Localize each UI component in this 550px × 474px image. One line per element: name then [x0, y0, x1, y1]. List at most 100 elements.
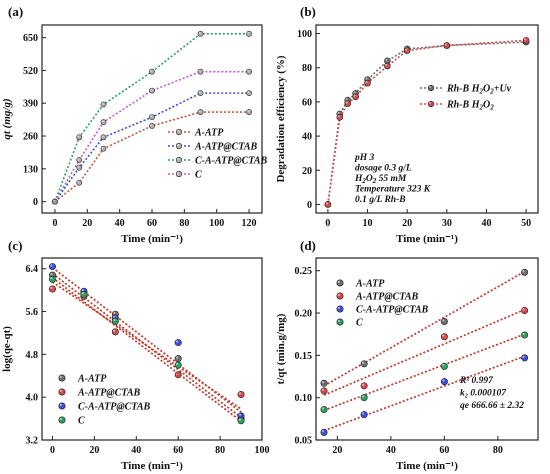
- data-point: [246, 90, 252, 97]
- legend-marker: [175, 156, 183, 164]
- fit-line: [323, 270, 526, 387]
- y-tick-label: 0.20: [295, 309, 313, 320]
- y-tick-label: 5.6: [26, 307, 39, 318]
- fit-line: [51, 266, 242, 413]
- data-point: [403, 47, 411, 54]
- data-point: [237, 390, 245, 398]
- legend-marker-highlight: [177, 158, 180, 161]
- legend-marker: [175, 170, 183, 178]
- y-axis-label: Degradation efficiency (%): [275, 55, 287, 182]
- data-point: [100, 119, 107, 126]
- data-point-highlight: [77, 158, 80, 161]
- series-rh-b-h2o2: [324, 37, 530, 208]
- data-point-highlight: [113, 329, 116, 332]
- data-point: [440, 362, 448, 370]
- data-point: [174, 361, 182, 369]
- x-tick-label: 40: [386, 445, 396, 456]
- data-point-highlight: [337, 115, 340, 118]
- x-tick-label: 60: [439, 445, 449, 456]
- data-point-highlight: [50, 286, 53, 290]
- legend-marker-highlight: [337, 280, 340, 283]
- data-point: [336, 113, 344, 121]
- data-point: [521, 268, 529, 276]
- data-point-highlight: [53, 199, 55, 202]
- panel-label: (b): [300, 4, 316, 19]
- data-point-highlight: [175, 356, 179, 359]
- x-tick-label: 20: [82, 218, 92, 229]
- x-tick-label: 50: [521, 218, 531, 229]
- legend-marker: [427, 100, 435, 108]
- annotation: H2O2 55 mM: [354, 174, 407, 185]
- data-point: [48, 275, 56, 283]
- data-point-highlight: [361, 395, 365, 398]
- y-tick-label: 6.4: [26, 264, 39, 275]
- data-point-highlight: [361, 361, 365, 364]
- data-point-highlight: [444, 43, 447, 46]
- y-tick-label: 520: [23, 66, 38, 77]
- data-point-highlight: [77, 165, 80, 168]
- legend-label: A-ATP@CTAB: [77, 388, 141, 399]
- plot-frame: [315, 257, 539, 441]
- data-point: [76, 179, 83, 186]
- legend-label: Rh-B H2O2: [446, 100, 494, 112]
- x-axis-label: Time (min⁻¹): [121, 233, 183, 245]
- data-point-highlight: [150, 69, 152, 72]
- data-point-highlight: [175, 340, 179, 343]
- data-point: [197, 68, 204, 75]
- plot-frame: [315, 24, 539, 214]
- data-point: [440, 378, 448, 386]
- y-tick-label: 4.0: [26, 393, 39, 404]
- legend-label: C-A-ATP@CTAB: [195, 156, 268, 167]
- data-point: [246, 30, 252, 37]
- legend-marker: [336, 279, 344, 287]
- data-point-highlight: [442, 379, 445, 382]
- data-point: [320, 387, 328, 395]
- data-point-highlight: [175, 362, 179, 366]
- x-tick-label: 80: [215, 445, 225, 456]
- legend-marker-highlight: [337, 306, 340, 309]
- data-point: [384, 62, 391, 70]
- data-point-highlight: [198, 110, 201, 113]
- y-tick-label: 0.05: [295, 436, 313, 447]
- series-line: [54, 33, 250, 202]
- data-point: [522, 37, 530, 44]
- panel-label: (a): [8, 4, 23, 19]
- x-tick-label: 120: [242, 218, 257, 229]
- data-point: [440, 333, 448, 341]
- data-point: [443, 42, 451, 49]
- data-point: [111, 328, 119, 336]
- data-point: [360, 360, 368, 368]
- fit-line: [51, 272, 242, 419]
- y-tick-label: 0.10: [295, 393, 313, 404]
- annotation: pH 3: [354, 153, 375, 163]
- legend-marker-highlight: [177, 172, 180, 175]
- data-point: [246, 109, 252, 115]
- data-point-highlight: [113, 315, 116, 318]
- x-axis-label: Time (min⁻¹): [396, 233, 458, 245]
- panel-b: (b) 0 10 20 30 40 50 0 20 40 60 80 100 Time (min⁻¹) De…: [275, 4, 539, 245]
- series-line: [327, 41, 527, 205]
- x-tick-label: 20: [89, 445, 99, 456]
- data-point: [360, 394, 368, 402]
- fit-line: [323, 333, 525, 412]
- data-point: [52, 198, 58, 205]
- x-tick-label: 80: [179, 218, 189, 229]
- data-point-highlight: [101, 120, 104, 123]
- y-tick-label: 0.25: [295, 266, 313, 277]
- panel-a: (a) 0 20 40 60 80 100 120 0 130 260 390 520 650 Time (…: [1, 4, 268, 245]
- series-a-atp-ctab: [320, 306, 529, 396]
- x-axis-label: Time (min⁻¹): [121, 460, 183, 472]
- data-point-highlight: [238, 418, 242, 421]
- data-point-highlight: [337, 111, 340, 114]
- data-point-highlight: [101, 102, 104, 105]
- data-point-highlight: [442, 334, 445, 337]
- data-point-highlight: [81, 292, 84, 295]
- annotation: 0.1 g/L Rh-B: [355, 195, 406, 205]
- legend-marker-highlight: [59, 417, 62, 420]
- data-point: [100, 145, 107, 152]
- legend-marker: [58, 388, 66, 396]
- panel-label: (c): [8, 238, 22, 253]
- data-point-highlight: [405, 48, 408, 51]
- series-c: [48, 275, 245, 425]
